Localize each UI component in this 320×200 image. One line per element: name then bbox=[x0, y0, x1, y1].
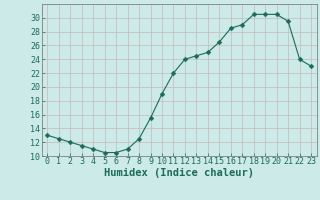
X-axis label: Humidex (Indice chaleur): Humidex (Indice chaleur) bbox=[104, 168, 254, 178]
